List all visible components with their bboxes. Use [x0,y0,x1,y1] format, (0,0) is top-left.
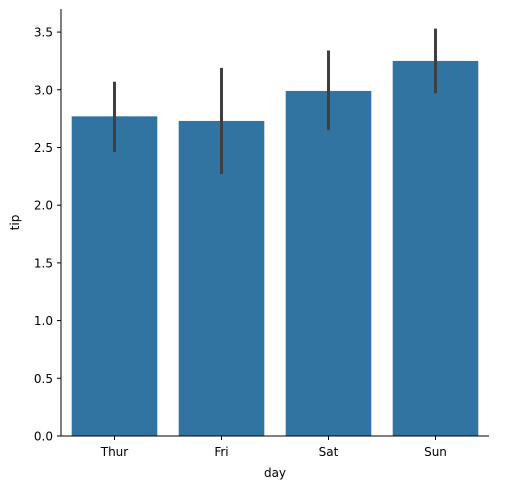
bars [71,60,479,437]
y-axis-label: tip [8,215,22,231]
x-tick-label: Thur [100,445,129,459]
x-tick-label: Fri [214,445,228,459]
bar-thur [71,116,158,436]
bar-sat [285,90,372,436]
error-bars [113,28,437,175]
y-ticks: 0.0 0.5 1.0 1.5 2.0 2.5 3.0 3.5 [34,26,61,444]
y-tick-label: 3.5 [34,26,53,40]
y-tick-label: 2.0 [34,199,53,213]
x-axis-label: day [264,466,286,480]
y-tick-label: 1.0 [34,314,53,328]
x-tick-label: Sun [424,445,447,459]
x-tick-label: Sat [319,445,339,459]
y-tick-label: 2.5 [34,141,53,155]
y-tick-label: 0.0 [34,430,53,444]
y-tick-label: 3.0 [34,83,53,97]
x-ticks: Thur Fri Sat Sun [100,436,447,459]
y-tick-label: 0.5 [34,372,53,386]
bar-sun [392,60,479,436]
y-tick-label: 1.5 [34,256,53,270]
